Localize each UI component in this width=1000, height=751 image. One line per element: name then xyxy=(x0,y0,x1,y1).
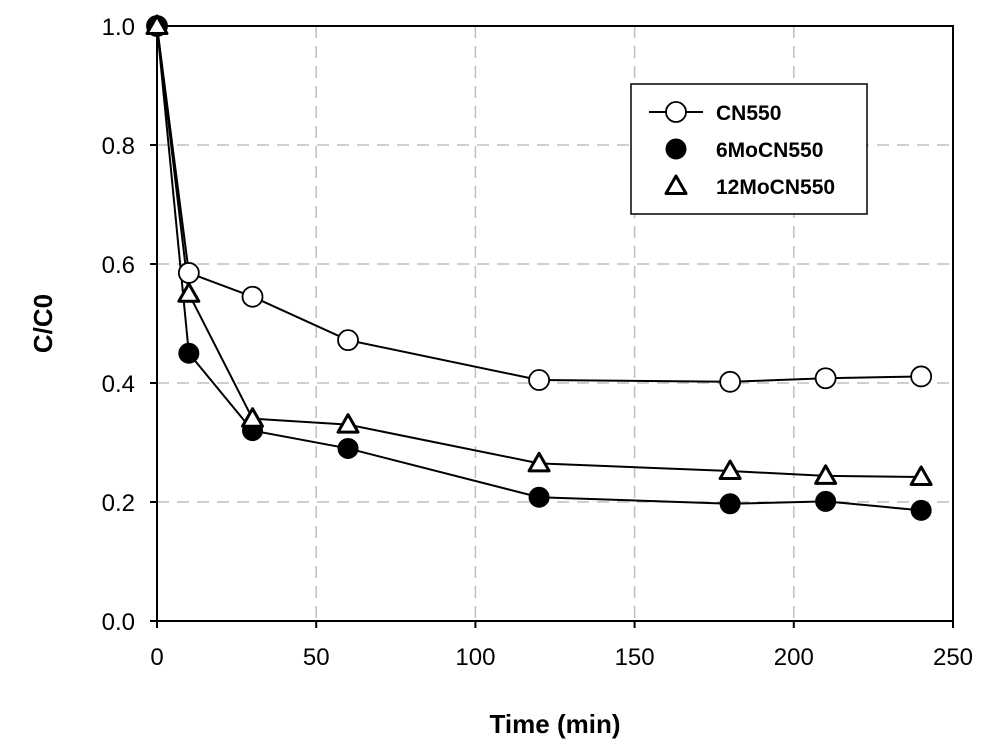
data-point xyxy=(336,413,360,434)
series-markers-CN550 xyxy=(146,15,933,393)
data-point xyxy=(177,262,200,284)
y-tick-label: 0.0 xyxy=(102,609,135,636)
legend-item: 12MoCN550 xyxy=(664,174,835,199)
data-point xyxy=(178,342,200,364)
series xyxy=(145,14,933,521)
y-axis-title: C/C0 xyxy=(28,294,58,353)
legend-label: 12MoCN550 xyxy=(716,176,835,199)
plot-frame xyxy=(156,25,954,622)
data-point xyxy=(719,493,741,515)
data-point xyxy=(719,370,742,393)
legend-label: CN550 xyxy=(716,102,781,125)
series-line xyxy=(156,25,922,512)
legend-marker xyxy=(665,101,687,123)
series-markers-12MoCN550 xyxy=(145,14,933,487)
data-point xyxy=(528,486,550,508)
x-tick-label: 250 xyxy=(933,644,973,671)
legend: CN550 6MoCN550 12MoCN550 xyxy=(630,83,868,215)
series-line xyxy=(156,25,922,383)
legend-marker xyxy=(664,174,688,195)
legend-item: CN550 xyxy=(649,101,781,125)
data-point xyxy=(910,499,932,521)
data-point xyxy=(718,459,742,481)
data-point xyxy=(528,369,550,391)
series-line xyxy=(156,25,922,479)
series-12MoCN550 xyxy=(156,25,922,479)
data-point xyxy=(241,407,265,428)
data-point xyxy=(337,437,359,459)
legend-label: 6MoCN550 xyxy=(716,139,823,162)
data-point xyxy=(241,285,264,308)
legend-marker xyxy=(665,138,687,160)
x-tick-label: 100 xyxy=(455,644,495,671)
x-tick-label: 200 xyxy=(774,644,814,671)
data-point xyxy=(527,451,551,473)
data-point xyxy=(814,367,837,390)
y-tick-label: 0.8 xyxy=(102,133,135,160)
series-6MoCN550 xyxy=(156,25,922,512)
y-tick-label: 0.4 xyxy=(102,371,135,398)
x-tick-label: 150 xyxy=(615,644,655,671)
y-tick-label: 1.0 xyxy=(102,14,135,41)
data-point xyxy=(177,282,201,303)
data-point xyxy=(814,464,838,485)
series-markers-6MoCN550 xyxy=(146,15,932,521)
axis-ticks: 0 50 100 150 200 250 0.0 0.2 0.4 0.6 0.8 1.0 xyxy=(102,14,973,671)
x-tick-label: 0 xyxy=(150,644,163,671)
legend-item: 6MoCN550 xyxy=(665,138,823,162)
y-tick-label: 0.6 xyxy=(102,252,135,279)
data-point xyxy=(815,490,837,512)
y-tick-label: 0.2 xyxy=(102,490,135,517)
data-point xyxy=(910,365,933,388)
data-point xyxy=(337,329,359,352)
series-CN550 xyxy=(156,25,922,383)
x-tick-label: 50 xyxy=(303,644,330,671)
x-axis-title: Time (min) xyxy=(490,709,621,739)
data-point xyxy=(909,465,933,487)
data-point xyxy=(145,14,169,35)
